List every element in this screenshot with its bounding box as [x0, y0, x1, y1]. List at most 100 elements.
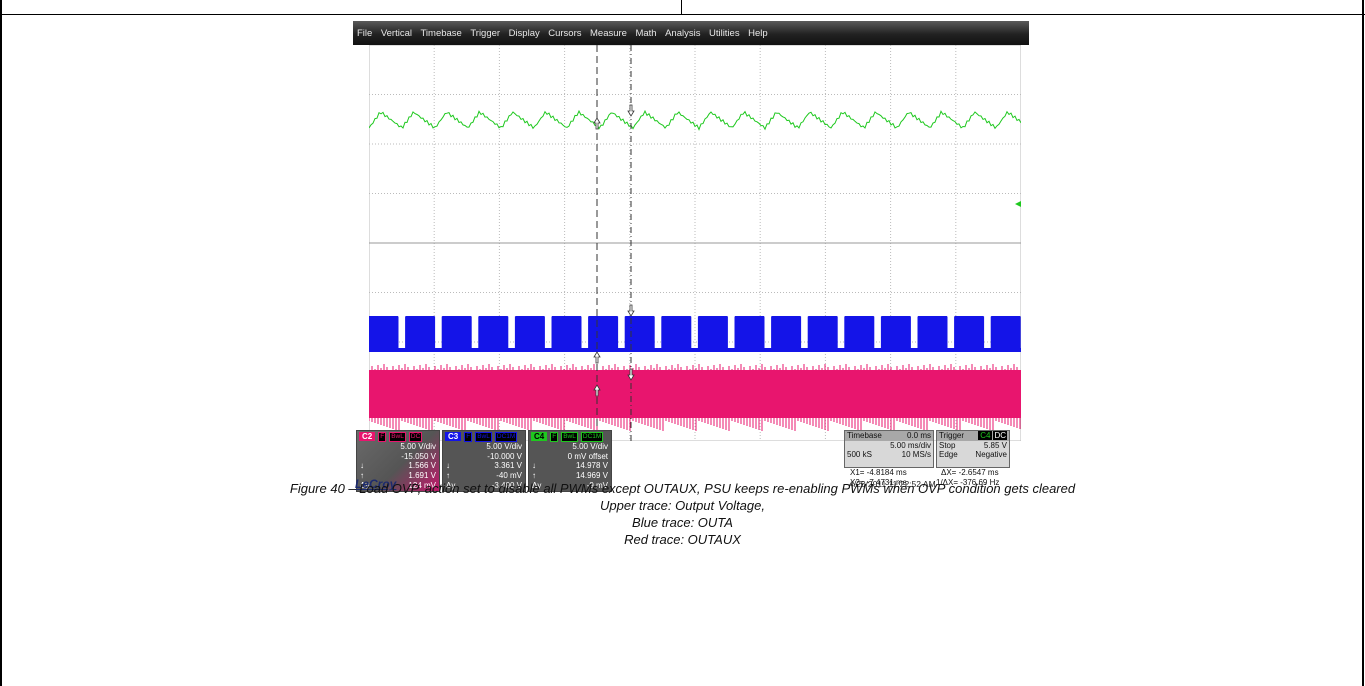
channel-row-label: ↓	[360, 461, 364, 471]
trace-outa-burst	[515, 316, 545, 351]
channel-row-label: Δy	[446, 480, 456, 490]
channel-row-label: Δy	[532, 480, 542, 490]
channel-flag: F	[378, 431, 387, 442]
trace-outa-burst	[588, 316, 618, 351]
cursor-dx: ΔX= -2.6547 ms	[941, 468, 999, 477]
trigger-mode: Stop	[939, 440, 956, 450]
channel-row-value: 5.00 V/div	[400, 442, 436, 451]
channel-header: C2 F BwL DC	[357, 431, 439, 442]
trigger-level-icon	[1015, 201, 1021, 207]
channel-box-c2[interactable]: C2 F BwL DC 5.00 V/div -15.050 V ↓ 1.566 V ↑ 1.69…	[356, 430, 440, 492]
cursor-arrow-icon	[627, 104, 635, 117]
trace-outa-burst	[735, 316, 764, 351]
menu-vertical[interactable]: Vertical	[380, 27, 412, 39]
menu-trigger[interactable]: Trigger	[470, 27, 501, 39]
menu-cursors[interactable]: Cursors	[548, 27, 582, 39]
cursor-x1: X1= -4.8184 ms	[850, 468, 907, 477]
trace-outa-burst	[844, 316, 874, 351]
caption-upper-trace: Upper trace: Output Voltage,	[599, 498, 765, 513]
menu-timebase[interactable]: Timebase	[420, 27, 462, 39]
channel-flag: DC	[408, 431, 423, 442]
menu-utilities[interactable]: Utilities	[708, 27, 740, 39]
channel-row-value: 14.969 V	[575, 471, 608, 481]
trace-outa-burst	[771, 316, 801, 351]
trace-outa-burst	[405, 316, 435, 351]
trace-outa-burst	[478, 316, 508, 351]
trace-outa-burst	[918, 316, 947, 351]
channel-row: Δy -3.400 V	[446, 481, 522, 491]
channel-row: ↑ 14.969 V	[532, 471, 608, 481]
trigger-box[interactable]: Trigger C4 DC Stop 5.85 V Edge Negative	[936, 430, 1010, 468]
timebase-per-div: 5.00 ms/div	[890, 440, 931, 450]
menu-file[interactable]: File	[357, 27, 373, 39]
menu-analysis[interactable]: Analysis	[665, 27, 701, 39]
channel-row-label: ↓	[532, 461, 536, 471]
timebase-samples: 500 kS	[847, 450, 872, 459]
cursor-inv-dx: 1/ΔX= -376.69 Hz	[936, 478, 1000, 487]
trigger-coupling: DC	[993, 431, 1007, 440]
channel-row: 5.00 V/div	[360, 442, 436, 452]
channel-tag: C3	[445, 432, 462, 441]
trigger-label: Trigger	[939, 431, 965, 440]
caption-blue-trace: Blue trace: OUTA	[632, 515, 733, 530]
channel-row-label: ↑	[360, 471, 364, 481]
channel-flag: DC1M	[494, 431, 518, 442]
channel-row-value: -9 mV	[586, 480, 608, 490]
page-left-border	[0, 0, 2, 686]
timebase-label: Timebase	[847, 431, 882, 440]
trace-outa-burst	[661, 316, 691, 351]
channel-row: ↓ 1.566 V	[360, 461, 436, 471]
trace-outa-burst	[991, 316, 1021, 351]
channel-box-c4[interactable]: C4 F BwL DC1M 5.00 V/div 0 mV offset ↓ 14.978 V…	[528, 430, 612, 492]
channel-row-value: 14.978 V	[575, 461, 608, 471]
channel-row: 0 mV offset	[532, 452, 608, 462]
channel-row: ↓ 3.361 V	[446, 461, 522, 471]
channel-row-value: -15.050 V	[401, 451, 436, 461]
menu-measure[interactable]: Measure	[590, 27, 627, 39]
channel-row: ↓ 14.978 V	[532, 461, 608, 471]
figure-caption: Figure 40 – Load OVP, action set to disa…	[0, 480, 1365, 548]
channel-row-value: -3.400 V	[491, 480, 522, 490]
channel-header: C3 F BwL DC1M	[443, 431, 525, 442]
page-column-divider	[681, 0, 682, 15]
channel-row: Δy -9 mV	[532, 481, 608, 491]
menu-display[interactable]: Display	[508, 27, 540, 39]
channel-row-value: 1.691 V	[408, 471, 436, 481]
page-right-border	[1362, 0, 1364, 686]
menu-help[interactable]: Help	[748, 27, 768, 39]
channel-row-value: -40 mV	[496, 471, 522, 481]
trace-outaux-spikes	[369, 364, 1021, 431]
channel-box-c3[interactable]: C3 F BwL DC1M 5.00 V/div -10.000 V ↓ 3.361 V ↑ -4…	[442, 430, 526, 492]
trace-outa-burst	[552, 316, 581, 351]
channel-row-value: 5.00 V/div	[486, 442, 522, 451]
channel-tag: C4	[531, 432, 548, 441]
trigger-source: C4	[978, 431, 993, 440]
trace-outa-burst	[808, 316, 838, 351]
menu-math[interactable]: Math	[635, 27, 657, 39]
channel-flag: F	[550, 431, 559, 442]
channel-flag: DC1M	[580, 431, 604, 442]
cursor-arrow-icon	[627, 304, 635, 317]
timebase-box[interactable]: Timebase 0.0 ms 5.00 ms/div 500 kS 10 MS/s	[844, 430, 934, 468]
cursor-x2: X2= -7.4731 ms	[850, 478, 907, 487]
trace-outa-burst	[881, 316, 911, 351]
trace-outa-burst	[954, 316, 984, 351]
channel-row-value: 124 mV	[408, 480, 436, 490]
channel-row-label: Δy	[360, 480, 370, 490]
cursor-arrow-icon	[593, 384, 601, 397]
trace-output-voltage	[369, 109, 1021, 131]
cursor-arrow-icon	[627, 368, 635, 381]
channel-row-label: ↑	[532, 471, 536, 481]
trace-outa-burst	[625, 316, 655, 351]
channel-row: -15.050 V	[360, 452, 436, 462]
scope-info-panel: C2 F BwL DC 5.00 V/div -15.050 V ↓ 1.566 V ↑ 1.69…	[353, 430, 1029, 496]
channel-row-value: 3.361 V	[494, 461, 522, 471]
lecroy-logo: LeCroy	[355, 477, 397, 491]
trace-outa-burst	[369, 316, 398, 351]
channel-row-value: -10.000 V	[487, 451, 522, 461]
channel-flag: BwL	[475, 431, 492, 442]
channel-flag: BwL	[561, 431, 578, 442]
channel-flag: F	[464, 431, 473, 442]
channel-row-label: ↑	[446, 471, 450, 481]
channel-row: 5.00 V/div	[446, 442, 522, 452]
